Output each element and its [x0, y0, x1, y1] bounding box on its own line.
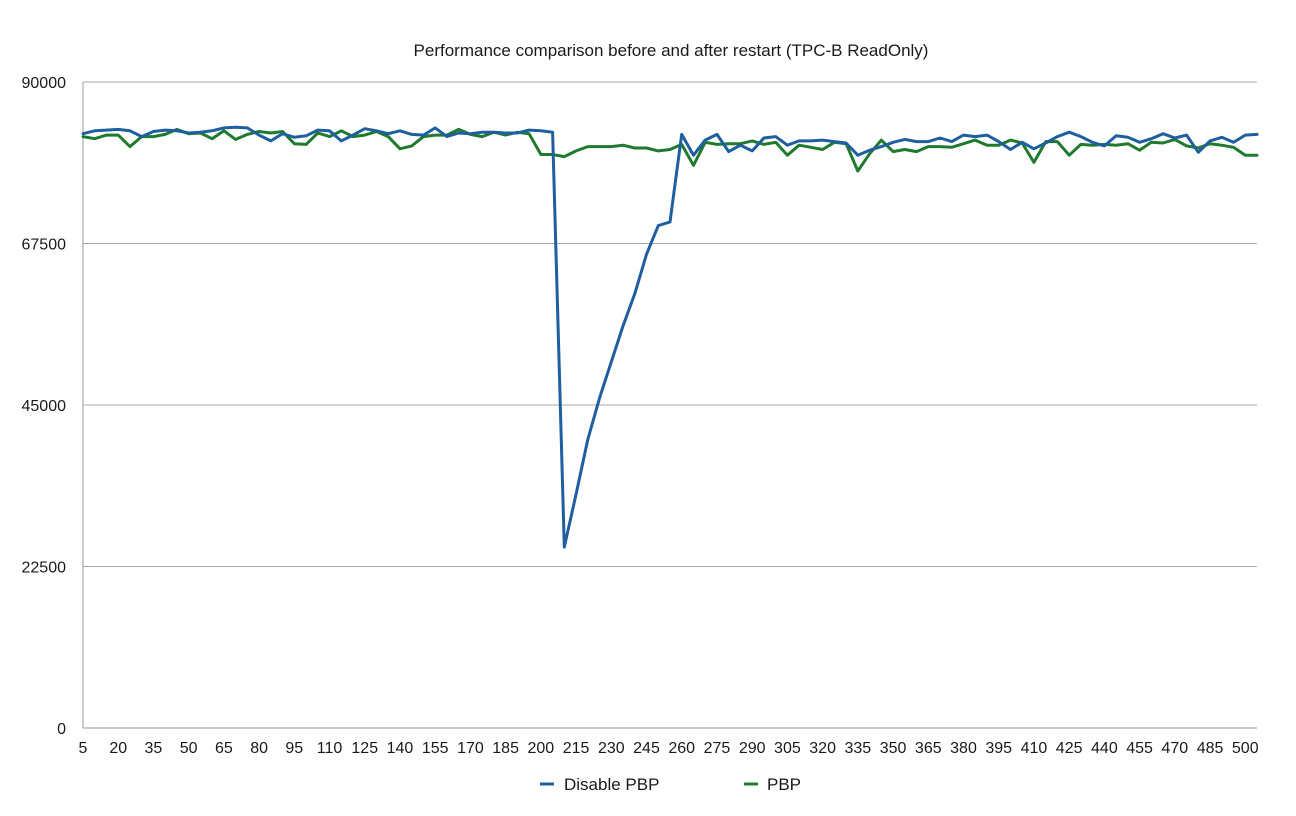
x-tick-label: 95 — [285, 740, 303, 757]
x-tick-label: 485 — [1197, 740, 1224, 757]
x-tick-label: 185 — [492, 740, 519, 757]
x-axis-ticks: 5 20 35 50 65 80 95 110 125 140 155 170 185 200 215 230… — [79, 740, 1259, 757]
x-tick-label: 305 — [774, 740, 801, 757]
gridlines — [82, 81, 1257, 729]
legend: Disable PBP PBP — [540, 775, 801, 794]
chart-title: Performance comparison before and after … — [414, 41, 929, 60]
x-tick-label: 5 — [79, 740, 88, 757]
x-tick-label: 395 — [985, 740, 1012, 757]
x-tick-label: 410 — [1021, 740, 1048, 757]
y-axis-ticks: 0 22500 45000 67500 90000 — [22, 75, 67, 738]
x-tick-label: 365 — [915, 740, 942, 757]
legend-label-disable-pbp: Disable PBP — [564, 775, 659, 794]
x-tick-label: 470 — [1161, 740, 1188, 757]
y-tick-label: 67500 — [22, 237, 67, 254]
x-tick-label: 440 — [1091, 740, 1118, 757]
x-tick-label: 290 — [739, 740, 766, 757]
x-tick-label: 125 — [351, 740, 378, 757]
x-tick-label: 275 — [704, 740, 731, 757]
x-tick-label: 80 — [250, 740, 268, 757]
x-tick-label: 35 — [145, 740, 163, 757]
x-tick-label: 20 — [109, 740, 127, 757]
x-tick-label: 320 — [809, 740, 836, 757]
x-tick-label: 455 — [1126, 740, 1153, 757]
x-tick-label: 200 — [528, 740, 555, 757]
x-tick-label: 110 — [317, 740, 343, 757]
x-tick-label: 500 — [1232, 740, 1259, 757]
y-tick-label: 45000 — [22, 398, 67, 415]
x-tick-label: 380 — [950, 740, 977, 757]
x-tick-label: 215 — [563, 740, 590, 757]
y-tick-label: 0 — [57, 721, 66, 738]
x-tick-label: 140 — [387, 740, 414, 757]
x-tick-label: 425 — [1056, 740, 1083, 757]
y-tick-label: 22500 — [22, 560, 67, 577]
x-tick-label: 245 — [633, 740, 660, 757]
x-tick-label: 65 — [215, 740, 233, 757]
series-lines — [81, 125, 1259, 549]
x-tick-label: 230 — [598, 740, 625, 757]
series-line-pbp — [81, 127, 1259, 173]
x-tick-label: 260 — [668, 740, 695, 757]
y-tick-label: 90000 — [22, 75, 67, 92]
x-tick-label: 170 — [457, 740, 484, 757]
x-tick-label: 50 — [180, 740, 198, 757]
series-line-disable-pbp — [81, 125, 1259, 549]
legend-label-pbp: PBP — [767, 775, 801, 794]
x-tick-label: 335 — [844, 740, 871, 757]
x-tick-label: 350 — [880, 740, 907, 757]
x-tick-label: 155 — [422, 740, 449, 757]
